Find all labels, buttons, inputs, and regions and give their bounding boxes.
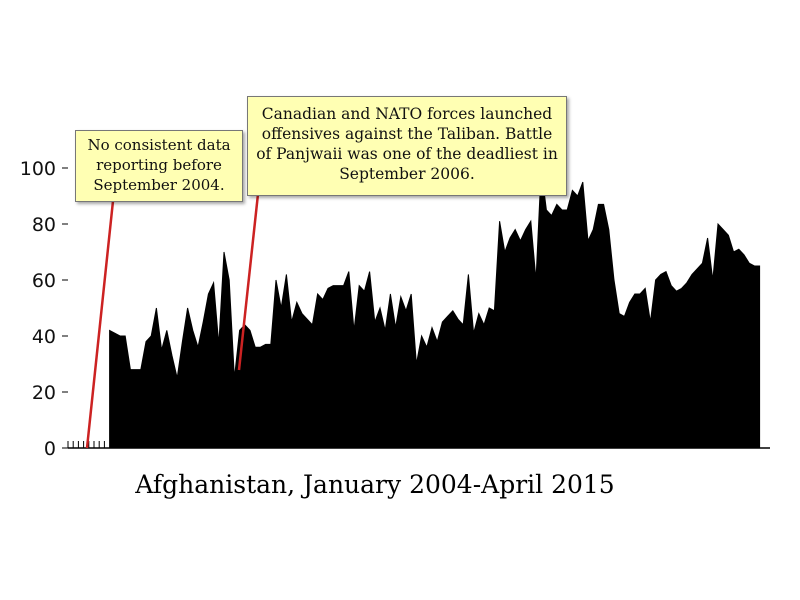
plot-area [109,167,761,449]
annotation-no-data: No consistent data reporting before Sept… [75,130,243,202]
annotation-line: Canadian and NATO forces launched [261,105,553,123]
annotation-pointers [85,193,260,449]
pointer-line-no-data [85,200,115,449]
pointer-line-panjwaii [237,193,260,371]
annotation-line: No consistent data [87,136,231,154]
y-axis: 0 20 40 60 80 100 [20,158,68,460]
y-tick-label: 20 [32,382,56,404]
y-tick-label: 0 [44,438,56,460]
y-tick-label: 100 [20,158,56,180]
annotation-line: September 2004. [93,176,225,194]
y-tick-label: 80 [32,214,56,236]
annotation-line: September 2006. [339,165,475,183]
annotation-line: offensives against the Taliban. Battle [261,125,553,143]
annotation-line: reporting before [96,156,222,174]
annotation-line: of Panjwaii was one of the deadliest in [256,145,558,163]
annotation-panjwaii: Canadian and NATO forces launched offens… [247,96,567,196]
chart-caption: Afghanistan, January 2004-April 2015 [135,470,615,499]
y-tick-label: 60 [32,270,56,292]
y-tick-label: 40 [32,326,56,348]
casualties-area [109,167,761,449]
